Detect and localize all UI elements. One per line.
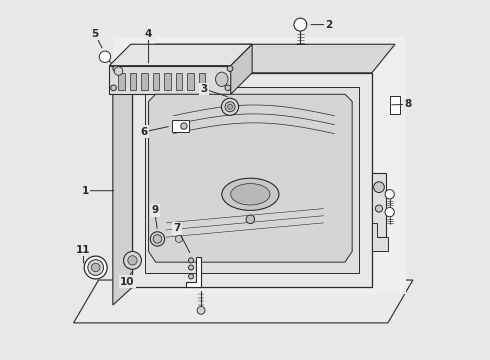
Polygon shape xyxy=(372,223,388,251)
Polygon shape xyxy=(113,37,406,294)
Ellipse shape xyxy=(222,178,279,210)
Circle shape xyxy=(153,235,162,243)
Circle shape xyxy=(225,85,231,91)
Circle shape xyxy=(189,258,194,263)
Circle shape xyxy=(111,85,117,91)
Circle shape xyxy=(88,260,103,275)
Polygon shape xyxy=(372,173,386,237)
Bar xyxy=(176,73,182,90)
Text: 11: 11 xyxy=(76,245,91,255)
Polygon shape xyxy=(231,44,252,94)
Circle shape xyxy=(197,306,205,314)
Circle shape xyxy=(385,190,394,199)
Circle shape xyxy=(175,235,182,243)
Text: 3: 3 xyxy=(200,84,208,94)
Circle shape xyxy=(181,123,187,129)
Circle shape xyxy=(123,251,142,269)
Text: 7: 7 xyxy=(173,223,181,233)
Ellipse shape xyxy=(231,184,270,205)
Circle shape xyxy=(189,265,194,270)
Bar xyxy=(153,73,159,90)
Bar xyxy=(142,73,148,90)
Text: 10: 10 xyxy=(120,277,134,287)
Circle shape xyxy=(99,51,111,63)
Text: 6: 6 xyxy=(141,127,148,137)
Circle shape xyxy=(114,67,123,75)
Circle shape xyxy=(221,98,239,115)
Circle shape xyxy=(189,274,194,279)
Text: 2: 2 xyxy=(325,19,333,30)
Circle shape xyxy=(385,207,394,217)
Text: 1: 1 xyxy=(81,186,89,196)
Circle shape xyxy=(294,18,307,31)
Polygon shape xyxy=(113,73,132,305)
Text: 5: 5 xyxy=(91,28,98,39)
Bar xyxy=(390,96,400,114)
Circle shape xyxy=(128,256,137,265)
Circle shape xyxy=(113,66,119,71)
Polygon shape xyxy=(145,87,359,273)
Circle shape xyxy=(150,232,165,246)
Ellipse shape xyxy=(216,72,228,86)
Circle shape xyxy=(246,215,255,224)
Text: 4: 4 xyxy=(145,28,152,39)
Bar xyxy=(118,73,124,90)
Circle shape xyxy=(92,263,100,272)
Circle shape xyxy=(227,104,232,109)
Bar xyxy=(164,73,171,90)
Polygon shape xyxy=(109,44,252,66)
Polygon shape xyxy=(109,66,231,94)
Circle shape xyxy=(225,102,235,112)
Polygon shape xyxy=(74,280,413,323)
Bar xyxy=(187,73,194,90)
Polygon shape xyxy=(132,73,372,287)
Bar xyxy=(172,120,189,132)
Polygon shape xyxy=(132,44,395,73)
Circle shape xyxy=(84,256,107,279)
Polygon shape xyxy=(148,94,352,262)
Circle shape xyxy=(375,205,383,212)
Text: 9: 9 xyxy=(151,205,158,215)
Polygon shape xyxy=(186,257,201,287)
Bar xyxy=(198,73,205,90)
Text: 8: 8 xyxy=(404,99,411,109)
Circle shape xyxy=(227,66,233,71)
Bar xyxy=(130,73,136,90)
Circle shape xyxy=(373,182,384,193)
